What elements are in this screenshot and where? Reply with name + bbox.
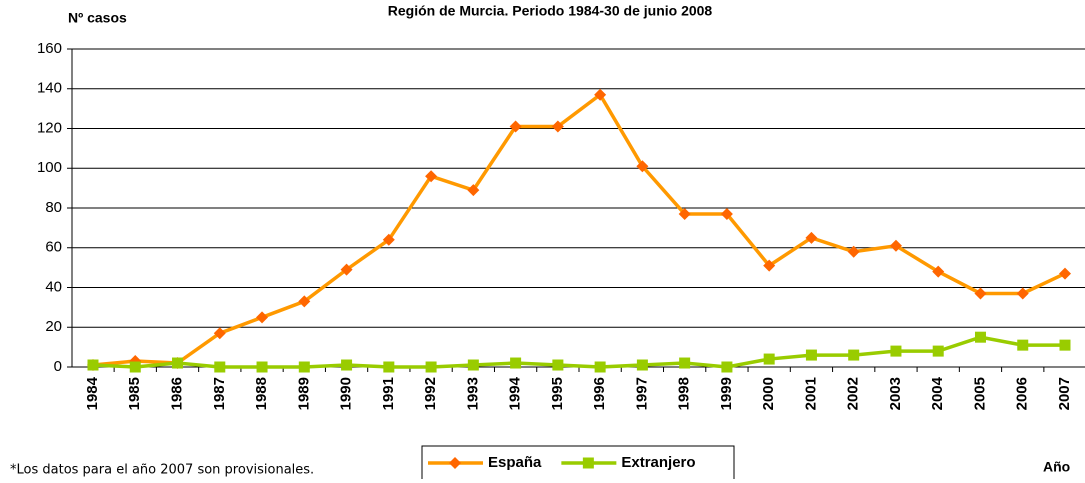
data-point bbox=[214, 361, 226, 373]
data-point bbox=[636, 160, 649, 173]
data-point bbox=[848, 349, 860, 361]
y-tick-label: 20 bbox=[45, 318, 62, 335]
data-point bbox=[889, 239, 902, 252]
legend: España Extranjero bbox=[428, 454, 696, 471]
data-point bbox=[721, 361, 733, 373]
data-point bbox=[467, 184, 480, 197]
x-tick-label: 2005 bbox=[971, 377, 988, 410]
data-point bbox=[678, 207, 691, 220]
x-tick-label: 1990 bbox=[338, 377, 355, 410]
y-tick-label: 0 bbox=[54, 358, 62, 375]
data-point bbox=[129, 361, 141, 373]
x-tick-label: 2007 bbox=[1056, 377, 1073, 410]
x-tick-label: 1984 bbox=[84, 376, 101, 410]
y-axis-label: Nº casos bbox=[68, 10, 127, 26]
data-point bbox=[256, 311, 269, 324]
footnote: *Los datos para el año 2007 son provisio… bbox=[10, 463, 314, 478]
x-tick-label: 1992 bbox=[422, 377, 439, 410]
x-tick-label: 2001 bbox=[802, 377, 819, 410]
x-tick-label: 1991 bbox=[380, 377, 397, 410]
y-tick-label: 80 bbox=[45, 199, 62, 216]
data-point bbox=[552, 359, 564, 371]
data-point bbox=[551, 120, 564, 133]
data-point bbox=[256, 361, 268, 373]
data-point bbox=[805, 349, 817, 361]
legend-label: Extranjero bbox=[621, 454, 695, 471]
y-tick-label: 140 bbox=[37, 80, 62, 97]
y-tick-label: 100 bbox=[37, 159, 62, 176]
x-tick-label: 1999 bbox=[718, 377, 735, 410]
data-point bbox=[425, 361, 437, 373]
x-tick-label: 2004 bbox=[929, 376, 946, 410]
y-tick-label: 120 bbox=[37, 119, 62, 136]
legend-label: España bbox=[488, 454, 542, 471]
data-point bbox=[847, 245, 860, 258]
y-tick-label: 160 bbox=[37, 40, 62, 57]
chart-title: Región de Murcia. Periodo 1984-30 de jun… bbox=[388, 3, 713, 19]
data-point bbox=[890, 345, 902, 357]
legend-marker bbox=[449, 457, 461, 469]
x-tick-label: 1993 bbox=[464, 377, 481, 410]
x-tick-label: 1988 bbox=[253, 377, 270, 410]
x-tick-label: 2003 bbox=[887, 377, 904, 410]
y-tick-label: 60 bbox=[45, 239, 62, 256]
data-point bbox=[298, 295, 311, 308]
data-point bbox=[932, 345, 944, 357]
data-point bbox=[172, 357, 184, 369]
data-point bbox=[763, 353, 775, 365]
x-tick-label: 1986 bbox=[168, 377, 185, 410]
legend-marker bbox=[582, 457, 594, 469]
data-point bbox=[298, 361, 310, 373]
data-point bbox=[510, 357, 522, 369]
x-tick-label: 1998 bbox=[676, 377, 693, 410]
x-tick-label: 1994 bbox=[507, 376, 524, 410]
data-point bbox=[213, 327, 226, 340]
data-point bbox=[763, 259, 776, 272]
data-point bbox=[509, 120, 522, 133]
data-point bbox=[1059, 267, 1071, 280]
data-point bbox=[383, 361, 395, 373]
data-point bbox=[974, 331, 986, 343]
data-point bbox=[1059, 339, 1071, 351]
data-point bbox=[932, 265, 945, 278]
data-point bbox=[720, 207, 733, 220]
x-tick-label: 1987 bbox=[211, 377, 228, 410]
data-point bbox=[87, 359, 99, 371]
x-tick-label: 1997 bbox=[633, 377, 650, 410]
data-point bbox=[805, 231, 818, 244]
data-point bbox=[974, 287, 987, 300]
data-point bbox=[1016, 287, 1029, 300]
data-point bbox=[679, 357, 691, 369]
series-line bbox=[92, 335, 1065, 369]
x-tick-label: 1989 bbox=[295, 377, 312, 410]
data-point bbox=[636, 359, 648, 371]
data-point bbox=[594, 88, 607, 101]
data-point bbox=[340, 263, 353, 276]
x-tick-label: 1996 bbox=[591, 377, 608, 410]
series-line bbox=[92, 92, 1066, 367]
data-point bbox=[382, 233, 395, 246]
x-tick-label: 1995 bbox=[549, 377, 566, 410]
data-point bbox=[341, 359, 353, 371]
data-point bbox=[467, 359, 479, 371]
x-tick-label: 1985 bbox=[126, 377, 143, 410]
x-tick-label: 2002 bbox=[845, 377, 862, 410]
x-tick-label: 2000 bbox=[760, 377, 777, 410]
data-point bbox=[594, 361, 606, 373]
data-point bbox=[425, 170, 438, 183]
y-tick-label: 40 bbox=[45, 278, 62, 295]
data-point bbox=[1017, 339, 1029, 351]
x-axis-label: Año bbox=[1043, 459, 1070, 475]
x-tick-label: 2006 bbox=[1014, 377, 1031, 410]
